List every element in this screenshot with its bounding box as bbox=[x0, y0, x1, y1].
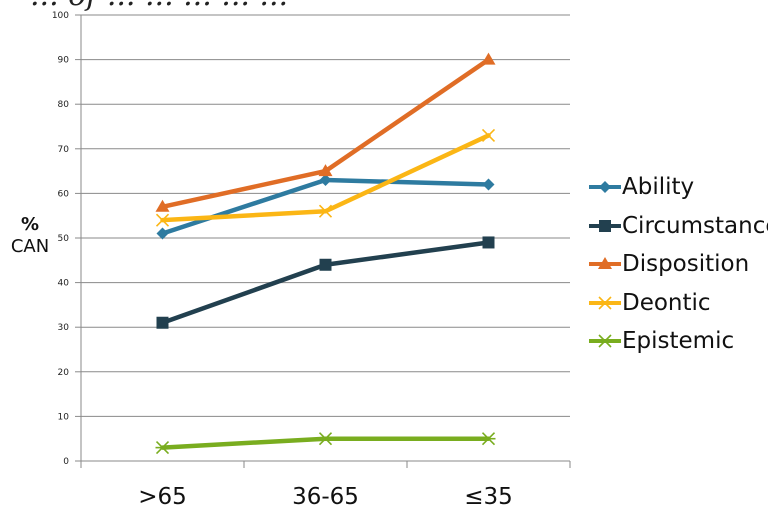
legend-item-deontic: Deontic bbox=[588, 284, 768, 323]
point-deontic-2 bbox=[481, 128, 496, 142]
legend-label-circumstance: Circumstance bbox=[622, 212, 768, 239]
y-tick-label-90: 90 bbox=[58, 56, 70, 66]
series-circumstance bbox=[156, 236, 495, 329]
y-tick-label-100: 100 bbox=[52, 11, 69, 21]
series-line-ability bbox=[160, 177, 491, 236]
x-tick-labels: >65 36-65 ≤35 bbox=[138, 484, 513, 508]
legend-label-ability: Ability bbox=[622, 174, 695, 201]
legend-swatch-ability bbox=[589, 181, 621, 194]
x-tick-label-2: ≤35 bbox=[464, 484, 513, 508]
series-ability bbox=[156, 174, 495, 240]
point-ability-1 bbox=[319, 174, 332, 187]
axes bbox=[75, 14, 571, 468]
y-tick-label-10: 10 bbox=[58, 412, 70, 422]
legend-marker-deontic-b bbox=[598, 296, 612, 310]
x-tick-label-1: 36-65 bbox=[292, 484, 359, 508]
legend-item-circumstance: Circumstance bbox=[588, 207, 768, 246]
legend-label-epistemic: Epistemic bbox=[622, 328, 735, 355]
series-deontic bbox=[155, 128, 496, 227]
point-epistemic-1 bbox=[318, 432, 333, 446]
point-disposition-2 bbox=[481, 52, 496, 65]
point-deontic-0 bbox=[155, 213, 170, 227]
point-disposition-1 bbox=[318, 164, 333, 177]
series-epistemic bbox=[155, 432, 496, 455]
series-lines bbox=[155, 52, 496, 455]
point-deontic-0-b bbox=[155, 213, 170, 227]
point-deontic-1 bbox=[318, 204, 333, 218]
legend-item-disposition: Disposition bbox=[588, 245, 768, 284]
grid-lines bbox=[81, 14, 570, 417]
y-axis-label: % CAN bbox=[4, 214, 56, 258]
legend-marker-deontic bbox=[598, 296, 612, 310]
point-circumstance-0 bbox=[156, 316, 169, 329]
y-tick-label-20: 20 bbox=[58, 368, 70, 378]
legend-marker-disposition bbox=[598, 257, 612, 270]
point-deontic-2-b bbox=[481, 128, 496, 142]
legend-label-deontic: Deontic bbox=[622, 289, 711, 316]
point-deontic-1-b bbox=[318, 204, 333, 218]
point-ability-0 bbox=[156, 227, 169, 240]
point-circumstance-2 bbox=[482, 236, 495, 249]
legend-swatch-disposition bbox=[589, 257, 621, 270]
legend-item-ability: Ability bbox=[588, 168, 768, 207]
point-ability-2 bbox=[482, 178, 495, 191]
y-tick-label-70: 70 bbox=[58, 145, 70, 155]
legend: Ability Circumstance Disposition Deontic Epi… bbox=[588, 168, 768, 361]
series-disposition bbox=[155, 52, 496, 212]
legend-swatch-deontic bbox=[589, 296, 621, 310]
y-tick-labels: 0 10 20 30 40 50 60 70 80 90 100 bbox=[52, 11, 69, 467]
y-tick-label-80: 80 bbox=[58, 100, 70, 110]
legend-label-disposition: Disposition bbox=[622, 251, 750, 278]
x-tick-label-0: >65 bbox=[138, 484, 187, 508]
point-epistemic-2 bbox=[481, 432, 496, 446]
y-axis-label-line1: % bbox=[20, 214, 40, 235]
legend-swatch-epistemic bbox=[589, 334, 621, 348]
point-epistemic-0 bbox=[155, 441, 170, 455]
y-axis-label-line2: CAN bbox=[10, 236, 50, 257]
chart-title: ... of ... ... ... ... ... bbox=[30, 0, 288, 13]
y-tick-label-60: 60 bbox=[58, 189, 70, 199]
y-tick-label-40: 40 bbox=[58, 279, 70, 289]
y-tick-label-30: 30 bbox=[58, 323, 70, 333]
point-disposition-0 bbox=[155, 199, 170, 212]
legend-item-epistemic: Epistemic bbox=[588, 322, 768, 361]
legend-marker-epistemic bbox=[598, 334, 612, 348]
point-circumstance-1 bbox=[319, 258, 332, 271]
legend-marker-circumstance bbox=[599, 219, 611, 232]
series-line-epistemic bbox=[160, 436, 491, 450]
legend-swatch-circumstance bbox=[589, 219, 621, 232]
y-tick-label-0: 0 bbox=[63, 457, 69, 467]
legend-marker-ability bbox=[599, 181, 611, 194]
y-tick-label-50: 50 bbox=[58, 234, 70, 244]
